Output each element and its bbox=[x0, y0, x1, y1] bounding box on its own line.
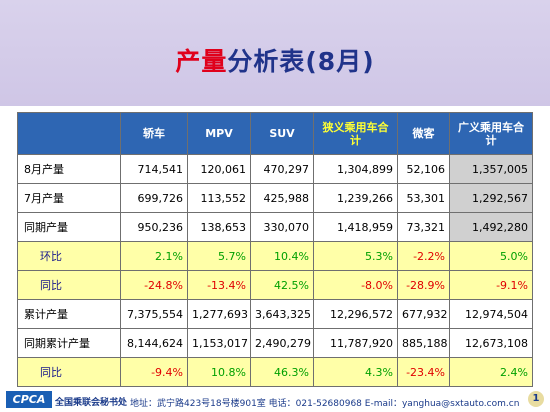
table-cell: 10.4% bbox=[250, 241, 314, 271]
col-header: SUV bbox=[250, 112, 314, 155]
table-cell: 2,490,279 bbox=[250, 328, 314, 358]
table-cell: -13.4% bbox=[187, 270, 251, 300]
col-header: MPV bbox=[187, 112, 251, 155]
table-row: 同比 -24.8% -13.4% 42.5% -8.0% -28.9% -9.1% bbox=[17, 270, 533, 300]
table-row: 累计产量 7,375,554 1,277,693 3,643,325 12,296,57… bbox=[17, 299, 533, 329]
table-row: 环比 2.1% 5.7% 10.4% 5.3% -2.2% 5.0% bbox=[17, 241, 533, 271]
table-row: 7月产量 699,726 113,552 425,988 1,239,266 53,301… bbox=[17, 183, 533, 213]
row-label: 同比 bbox=[17, 357, 121, 387]
table-cell: 1,239,266 bbox=[313, 183, 398, 213]
page-title: 产量分析表(8月) bbox=[0, 42, 550, 78]
table-cell: 4.3% bbox=[313, 357, 398, 387]
table-cell: 12,673,108 bbox=[449, 328, 533, 358]
table-cell: 1,357,005 bbox=[449, 154, 533, 184]
table-cell: 1,418,959 bbox=[313, 212, 398, 242]
table-cell: 42.5% bbox=[250, 270, 314, 300]
table-cell: 10.8% bbox=[187, 357, 251, 387]
table-cell: 677,932 bbox=[397, 299, 450, 329]
table-cell: 12,296,572 bbox=[313, 299, 398, 329]
row-label: 同期产量 bbox=[17, 212, 121, 242]
table-cell: -2.2% bbox=[397, 241, 450, 271]
table-row: 8月产量 714,541 120,061 470,297 1,304,899 52,106… bbox=[17, 154, 533, 184]
col-header: 微客 bbox=[397, 112, 450, 155]
table-cell: -28.9% bbox=[397, 270, 450, 300]
table-cell: 138,653 bbox=[187, 212, 251, 242]
row-label: 8月产量 bbox=[17, 154, 121, 184]
title-rest: 分析表(8月) bbox=[227, 47, 375, 76]
table-cell: 52,106 bbox=[397, 154, 450, 184]
table-cell: 1,277,693 bbox=[187, 299, 251, 329]
table-cell: 5.7% bbox=[187, 241, 251, 271]
table-cell: 46.3% bbox=[250, 357, 314, 387]
col-header: 广义乘用车合计 bbox=[449, 112, 533, 155]
table-cell: 1,292,567 bbox=[449, 183, 533, 213]
table-cell: 714,541 bbox=[120, 154, 188, 184]
header-corner bbox=[17, 112, 121, 155]
table-cell: 1,492,280 bbox=[449, 212, 533, 242]
table-row: 同比 -9.4% 10.8% 46.3% 4.3% -23.4% 2.4% bbox=[17, 357, 533, 387]
table-cell: 330,070 bbox=[250, 212, 314, 242]
table-cell: 2.4% bbox=[449, 357, 533, 387]
table-cell: 1,304,899 bbox=[313, 154, 398, 184]
title-highlight: 产量 bbox=[175, 47, 228, 76]
table-cell: -23.4% bbox=[397, 357, 450, 387]
table-cell: -24.8% bbox=[120, 270, 188, 300]
table-cell: 2.1% bbox=[120, 241, 188, 271]
table-cell: 5.3% bbox=[313, 241, 398, 271]
table-cell: 5.0% bbox=[449, 241, 533, 271]
table-cell: 7,375,554 bbox=[120, 299, 188, 329]
row-label: 同期累计产量 bbox=[17, 328, 121, 358]
table-cell: 1,153,017 bbox=[187, 328, 251, 358]
table-cell: 950,236 bbox=[120, 212, 188, 242]
row-label: 环比 bbox=[17, 241, 121, 271]
table-cell: 470,297 bbox=[250, 154, 314, 184]
table-cell: 73,321 bbox=[397, 212, 450, 242]
table-cell: 120,061 bbox=[187, 154, 251, 184]
table-cell: 3,643,325 bbox=[250, 299, 314, 329]
production-table: 轿车 MPV SUV 狭义乘用车合计 微客 广义乘用车合计 8月产量 714,54… bbox=[17, 112, 533, 387]
footer: CPCA 全国乘联会秘书处 地址：武宁路423号18号楼901室 电话：021-… bbox=[0, 388, 550, 412]
table-cell: 12,974,504 bbox=[449, 299, 533, 329]
row-label: 7月产量 bbox=[17, 183, 121, 213]
title-band bbox=[0, 0, 550, 106]
table-cell: 8,144,624 bbox=[120, 328, 188, 358]
table-cell: 113,552 bbox=[187, 183, 251, 213]
table-cell: 425,988 bbox=[250, 183, 314, 213]
table-cell: -8.0% bbox=[313, 270, 398, 300]
row-label: 同比 bbox=[17, 270, 121, 300]
table-cell: 885,188 bbox=[397, 328, 450, 358]
table-cell: -9.1% bbox=[449, 270, 533, 300]
table-cell: 11,787,920 bbox=[313, 328, 398, 358]
contact-info: 地址：武宁路423号18号楼901室 电话：021-52680968 E-mai… bbox=[130, 399, 520, 409]
table-cell: 53,301 bbox=[397, 183, 450, 213]
table-row: 同期产量 950,236 138,653 330,070 1,418,959 73,321… bbox=[17, 212, 533, 242]
page-number: 1 bbox=[528, 391, 544, 407]
cpca-logo: CPCA bbox=[6, 391, 52, 408]
table-cell: -9.4% bbox=[120, 357, 188, 387]
col-header: 轿车 bbox=[120, 112, 188, 155]
row-label: 累计产量 bbox=[17, 299, 121, 329]
table-row: 同期累计产量 8,144,624 1,153,017 2,490,279 11,787,… bbox=[17, 328, 533, 358]
org-name: 全国乘联会秘书处 bbox=[55, 398, 128, 408]
table-cell: 699,726 bbox=[120, 183, 188, 213]
table-header-row: 轿车 MPV SUV 狭义乘用车合计 微客 广义乘用车合计 bbox=[17, 112, 533, 155]
col-header: 狭义乘用车合计 bbox=[313, 112, 398, 155]
